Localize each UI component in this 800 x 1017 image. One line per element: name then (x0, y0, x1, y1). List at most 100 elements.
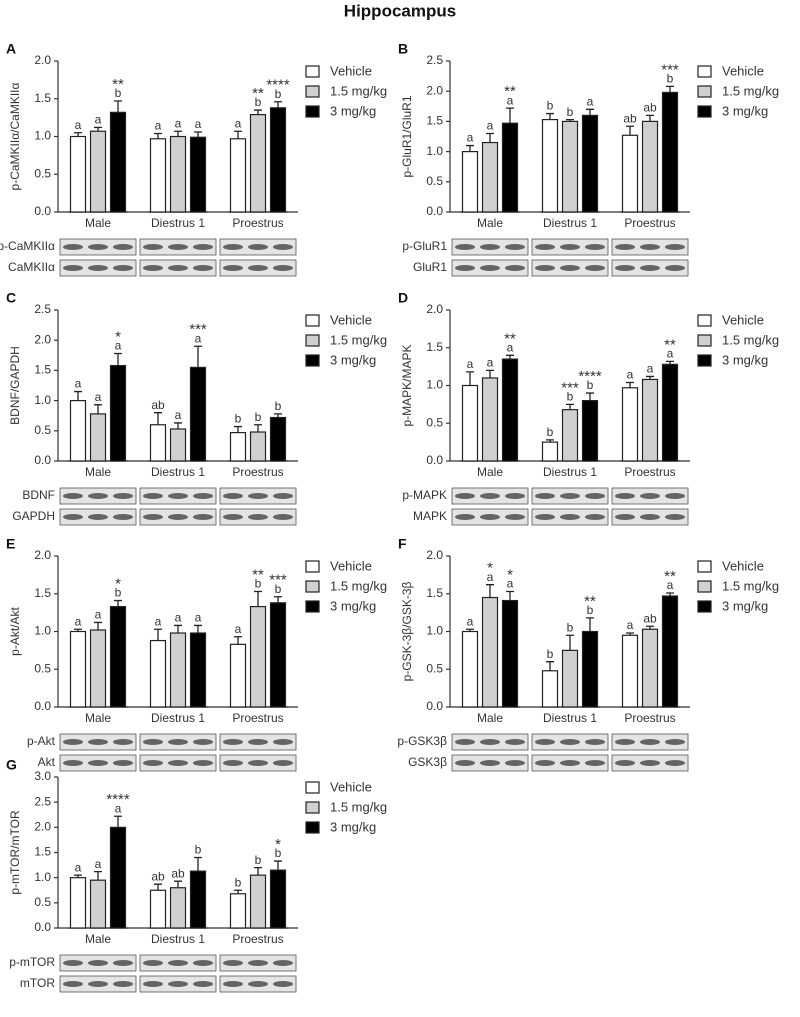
blot-band (640, 265, 660, 271)
significance-letter: b (567, 620, 574, 634)
error-bar (194, 624, 202, 634)
blot-label: p-CaMKIIα (0, 239, 55, 253)
y-axis-label: p-MAPK/MAPK (400, 344, 414, 426)
y-tick-label: 0.0 (34, 699, 51, 713)
significance-letter: b (275, 846, 282, 860)
y-tick-label: 2.0 (34, 820, 51, 834)
panel: Ap-CaMKIIα/CaMKIIα 0.0 0.5 1.0 1.5 2.0 Male Die… (0, 41, 387, 277)
bar (461, 151, 479, 213)
x-tick-label: Male (85, 932, 111, 946)
significance-letter: ab (643, 611, 657, 625)
blot-band (248, 960, 268, 966)
bar (89, 879, 107, 929)
blot-band (455, 265, 475, 271)
bar (229, 432, 247, 462)
blot-label: GSK3β (408, 755, 447, 769)
blot-band (143, 739, 163, 745)
blot-label: p-GSK3β (397, 734, 447, 748)
bar (541, 118, 559, 213)
significance-letter: a (175, 116, 182, 130)
y-axis-label: p-GSK-3β/GSK-3β (400, 581, 414, 681)
y-tick-label: 0.5 (426, 661, 443, 675)
bar (641, 378, 659, 462)
legend-label: 3 mg/kg (330, 352, 376, 367)
y-axis-label: p-GluR1/GluR1 (400, 95, 414, 177)
bar (481, 377, 499, 462)
legend-label: Vehicle (330, 63, 372, 78)
x-tick-label: Proestrus (624, 711, 675, 725)
error-bar (234, 636, 242, 645)
blot-band (480, 760, 500, 766)
significance-stars: * (507, 566, 513, 583)
blot-band (505, 739, 525, 745)
blot-band (168, 244, 188, 250)
significance-letter: a (95, 608, 102, 622)
legend-label: 1.5 mg/kg (330, 799, 387, 814)
panel: Bp-GluR1/GluR1 0.0 0.5 1.0 1.5 2.0 2.5 Male Dies… (398, 41, 779, 277)
blot-band (88, 493, 108, 499)
error-bar (154, 132, 162, 139)
blot-band (480, 493, 500, 499)
y-tick-label: 0.5 (426, 174, 443, 188)
panel: Fp-GSK-3β/GSK-3β 0.0 0.5 1.0 1.5 2.0 Male Diest… (397, 536, 779, 772)
blot-band (88, 739, 108, 745)
y-tick-label: 0.5 (34, 423, 51, 437)
significance-letter: b (587, 378, 594, 392)
blot-label: p-MAPK (402, 488, 447, 502)
error-bar (566, 634, 574, 651)
significance-stars: *** (269, 572, 287, 589)
bar (501, 358, 519, 462)
blot-band (143, 514, 163, 520)
blot-band (665, 739, 685, 745)
bar (69, 630, 87, 708)
bar (269, 602, 287, 708)
blot-band (585, 514, 605, 520)
significance-letter: a (95, 113, 102, 127)
y-tick-label: 0.5 (34, 166, 51, 180)
bar (109, 826, 127, 929)
significance-letter: a (75, 614, 82, 628)
bar (169, 135, 187, 213)
blot-band (193, 265, 213, 271)
bar (269, 869, 287, 929)
legend-label: 3 mg/kg (722, 352, 768, 367)
significance-stars: * (275, 836, 281, 853)
error-bar (646, 114, 654, 122)
error-bar (466, 371, 474, 386)
bar (561, 409, 579, 462)
error-bar (194, 345, 202, 368)
bar (541, 670, 559, 708)
legend-label: Vehicle (722, 312, 764, 327)
blot-band (88, 960, 108, 966)
significance-letter: a (175, 611, 182, 625)
blot-label: GluR1 (413, 260, 447, 274)
legend-label: 1.5 mg/kg (722, 578, 779, 593)
blot-band (143, 760, 163, 766)
error-bar (486, 369, 494, 378)
y-tick-label: 0.5 (34, 895, 51, 909)
blot-band (273, 739, 293, 745)
error-bar (174, 880, 182, 888)
error-bar (234, 425, 242, 433)
error-bar (94, 404, 102, 414)
blot-band (505, 514, 525, 520)
error-bar (114, 599, 122, 607)
blot-band (480, 265, 500, 271)
significance-letter: ab (643, 101, 657, 115)
y-tick-label: 2.0 (426, 83, 443, 97)
y-tick-label: 2.0 (34, 53, 51, 67)
error-bar (466, 628, 474, 632)
x-tick-label: Proestrus (232, 216, 283, 230)
blot-band (665, 244, 685, 250)
significance-letter: b (667, 72, 674, 86)
blot-band (168, 265, 188, 271)
blot-band (223, 265, 243, 271)
error-bar (154, 883, 162, 891)
error-bar (194, 856, 202, 872)
blot-label: CaMKIIα (8, 260, 55, 274)
significance-letter: a (115, 339, 122, 353)
y-tick-label: 2.5 (426, 53, 443, 67)
blot-band (273, 981, 293, 987)
error-bar (586, 617, 594, 632)
blot-band (640, 514, 660, 520)
